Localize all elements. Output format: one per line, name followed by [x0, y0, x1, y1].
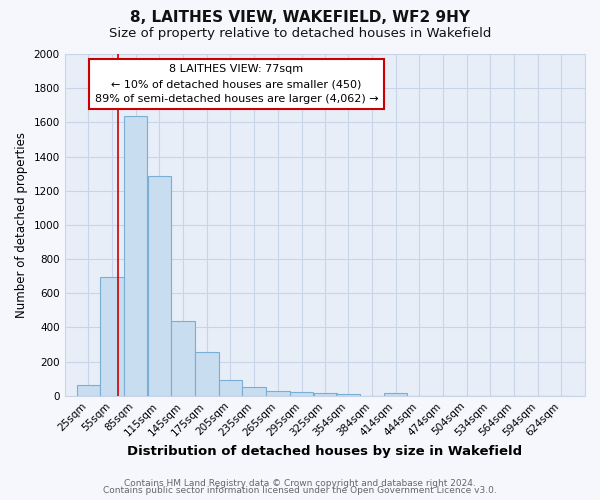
Bar — [242, 388, 266, 396]
Text: Contains HM Land Registry data © Crown copyright and database right 2024.: Contains HM Land Registry data © Crown c… — [124, 478, 476, 488]
Bar — [195, 352, 218, 396]
Bar — [172, 320, 195, 396]
Bar — [219, 380, 242, 396]
Text: 8, LAITHES VIEW, WAKEFIELD, WF2 9HY: 8, LAITHES VIEW, WAKEFIELD, WF2 9HY — [130, 10, 470, 25]
Bar — [124, 116, 148, 396]
Text: Size of property relative to detached houses in Wakefield: Size of property relative to detached ho… — [109, 28, 491, 40]
Text: 8 LAITHES VIEW: 77sqm
← 10% of detached houses are smaller (450)
89% of semi-det: 8 LAITHES VIEW: 77sqm ← 10% of detached … — [95, 64, 378, 104]
Y-axis label: Number of detached properties: Number of detached properties — [15, 132, 28, 318]
Bar — [337, 394, 360, 396]
Bar — [266, 390, 290, 396]
Bar — [290, 392, 313, 396]
Bar — [100, 277, 124, 396]
X-axis label: Distribution of detached houses by size in Wakefield: Distribution of detached houses by size … — [127, 444, 523, 458]
Bar — [314, 394, 337, 396]
Bar — [77, 384, 100, 396]
Bar — [384, 394, 407, 396]
Text: Contains public sector information licensed under the Open Government Licence v3: Contains public sector information licen… — [103, 486, 497, 495]
Bar — [148, 176, 171, 396]
